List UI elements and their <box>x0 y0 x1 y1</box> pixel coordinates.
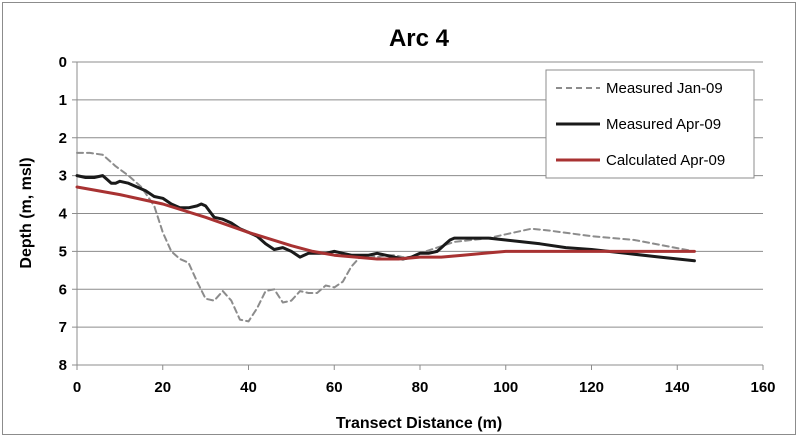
x-tick-label-1: 20 <box>154 379 171 396</box>
y-tick-label-3: 3 <box>59 168 67 185</box>
x-tick-label-7: 140 <box>665 379 690 396</box>
series-lines <box>75 151 696 323</box>
x-tick-label-0: 0 <box>73 379 81 396</box>
x-tick-label-5: 100 <box>493 379 518 396</box>
x-tick-label-8: 160 <box>750 379 775 396</box>
legend: Measured Jan-09 Measured Apr-09 Calculated… <box>545 69 755 179</box>
y-tick-label-2: 2 <box>59 130 67 147</box>
y-tick-label-7: 7 <box>59 319 67 336</box>
y-tick-label-1: 1 <box>59 92 67 109</box>
series-line-2 <box>75 185 696 261</box>
x-axis-title: Transect Distance (m) <box>336 415 502 432</box>
legend-label-1: Measured Apr-09 <box>606 116 721 133</box>
y-axis-ticks: 0 1 2 3 4 5 6 7 8 <box>59 54 77 374</box>
legend-label-2: Calculated Apr-09 <box>606 152 725 169</box>
y-tick-label-8: 8 <box>59 357 67 374</box>
y-tick-label-5: 5 <box>59 243 67 260</box>
y-axis-title: Depth (m, msl) <box>18 157 35 268</box>
series-line-0 <box>76 151 696 323</box>
chart-title: Arc 4 <box>389 25 450 52</box>
y-tick-label-6: 6 <box>59 281 67 298</box>
x-tick-label-3: 60 <box>326 379 343 396</box>
x-tick-label-2: 40 <box>240 379 257 396</box>
y-tick-label-0: 0 <box>59 54 67 71</box>
x-tick-label-4: 80 <box>412 379 429 396</box>
series-line-1 <box>75 174 696 263</box>
y-tick-label-4: 4 <box>59 206 68 223</box>
x-tick-label-6: 120 <box>579 379 604 396</box>
x-axis-ticks: 0 20 40 60 80 100 120 140 160 <box>73 365 776 396</box>
legend-label-0: Measured Jan-09 <box>606 80 723 97</box>
